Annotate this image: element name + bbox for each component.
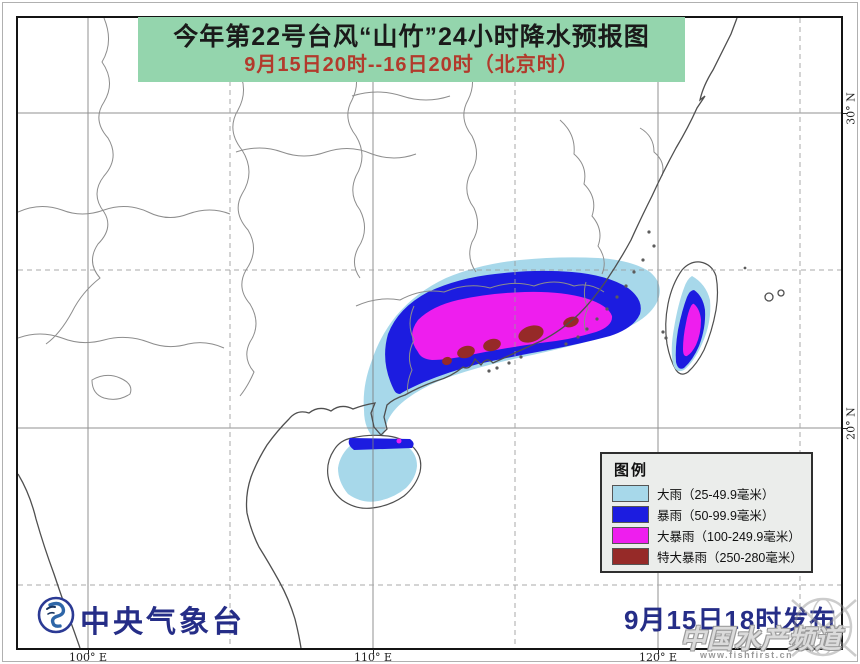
legend-title: 图例 [614,462,649,479]
xtick-120e: 120° E [638,651,678,664]
legend-swatch-heavy-rainstorm [612,527,649,544]
watermark-globe-icon [791,597,857,657]
legend-item: 暴雨（50-99.9毫米） [612,504,803,525]
hainan-rain-heavy-storm-dot [396,438,402,444]
agency-name: 中央气象台 [80,606,245,639]
taiwan-island [665,261,719,375]
ytick-30n: 30° N [844,92,858,125]
legend-label: 暴雨（50-99.9毫米） [657,509,775,523]
island-pratas [764,292,774,302]
watermark-url: www.fishfirst.cn [700,650,794,660]
title-banner: 今年第22号台风“山竹”24小时降水预报图 9月15日20时--16日20时（北… [138,17,685,82]
legend-item: 大暴雨（100-249.9毫米） [612,525,803,546]
legend: 图例 大雨（25-49.9毫米） 暴雨（50-99.9毫米） 大暴雨（100-2… [600,452,813,573]
tick-mark [88,649,89,654]
hainan-island [327,434,422,509]
coastline-mainland [245,18,738,648]
xtick-110e: 110° E [353,651,393,664]
coastal-island-dots [487,230,747,373]
xtick-100e: 100° E [68,651,108,664]
rain-areas [363,257,660,443]
legend-label: 大暴雨（100-249.9毫米） [657,530,801,544]
tick-mark [843,428,848,429]
map-canvas [18,18,841,648]
island-small [777,289,785,297]
hainan-rain-heavy [338,444,417,502]
legend-swatch-rainstorm [612,506,649,523]
legend-label: 特大暴雨（250-280毫米） [657,551,803,565]
rain-area-extreme-rainstorm [442,316,579,366]
rain-area-heavy-rainstorm [412,291,613,360]
legend-swatch-extreme-rainstorm [612,548,649,565]
legend-label: 大雨（25-49.9毫米） [657,488,775,502]
cma-logo-icon [37,596,75,634]
ytick-20n: 20° N [844,407,858,440]
legend-item: 大雨（25-49.9毫米） [612,483,803,504]
tick-mark [843,113,848,114]
hainan-rain-storm [348,438,414,450]
watermark-text: 中国水产频道 [680,624,843,654]
legend-swatch-heavy-rain [612,485,649,502]
issue-time: 9月15日18时发布 [624,605,837,635]
taiwan-rain-heavy-storm [683,303,701,357]
map-subtitle: 9月15日20时--16日20时（北京时） [244,54,579,77]
legend-item: 特大暴雨（250-280毫米） [612,546,803,567]
tick-mark [658,649,659,654]
tick-mark [373,649,374,654]
map-title: 今年第22号台风“山竹”24小时降水预报图 [173,22,650,51]
